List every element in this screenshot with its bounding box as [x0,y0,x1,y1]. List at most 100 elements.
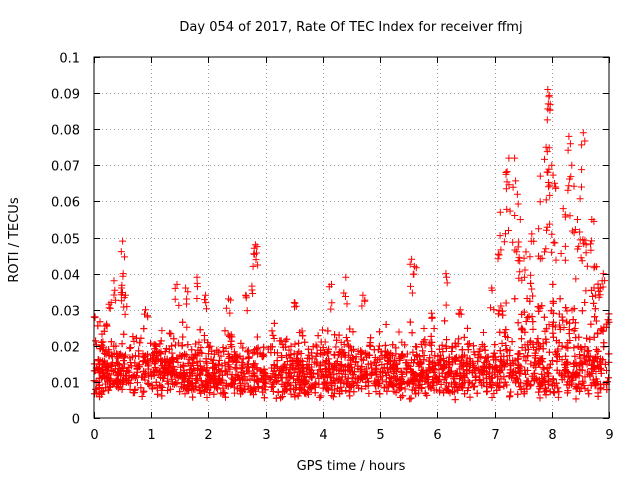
data-point [391,374,399,382]
data-point [543,116,551,124]
data-point [600,339,608,347]
data-point [553,357,561,365]
data-point [546,191,554,199]
data-point [520,273,528,281]
data-point [217,352,225,360]
data-point [556,353,563,361]
data-point [141,369,149,377]
y-tick-label: 0.06 [51,196,80,211]
data-point [108,353,116,361]
data-point [210,363,218,371]
data-point [359,291,367,299]
data-point [128,353,136,361]
data-point [543,226,550,234]
x-axis-label: GPS time / hours [297,459,406,474]
data-point [335,331,343,339]
data-point [182,351,190,359]
data-point [556,325,564,333]
data-point [566,212,574,220]
data-point [363,350,371,358]
data-point [249,290,257,297]
data-point [527,381,535,389]
data-point [464,324,471,332]
data-point [185,355,193,363]
data-point [604,378,611,386]
x-tick-label: 1 [147,428,155,443]
data-point [96,357,104,364]
grid [94,57,609,418]
data-point [343,378,351,386]
data-point [529,318,537,326]
data-point [370,346,378,354]
data-point [214,360,222,368]
data-point [123,303,131,311]
data-point [295,339,303,347]
data-point [260,394,268,402]
data-point [578,345,586,353]
data-point [281,361,289,369]
data-point [159,374,167,382]
data-point [418,384,426,392]
data-point [311,358,319,366]
data-point [447,367,455,375]
data-point [228,333,236,341]
data-point [106,304,114,312]
data-point [333,358,341,365]
data-point [539,375,547,382]
data-point [150,341,158,349]
data-point [406,260,414,268]
data-point [464,346,472,354]
data-point [530,370,538,378]
data-point [491,364,499,372]
data-point [185,375,193,383]
data-point [221,327,229,335]
data-point [530,362,538,369]
x-tick-label: 0 [90,428,98,443]
data-point [440,389,448,397]
data-point [381,341,389,349]
data-point [371,354,379,361]
data-point [152,378,160,386]
data-point [365,377,373,385]
data-point [441,317,449,325]
data-point [313,343,321,351]
data-point [205,343,213,351]
data-point [408,289,416,297]
data-point [349,380,357,388]
data-point [338,387,346,395]
data-point [509,238,517,246]
data-point [425,357,433,365]
data-point [233,357,241,365]
data-point [544,86,552,93]
data-point [158,392,166,400]
data-point [317,338,325,346]
data-point [542,196,550,204]
data-point [452,342,460,350]
data-point [372,364,380,372]
data-point [282,386,290,394]
data-point [594,347,602,355]
data-point [311,389,319,397]
data-point [134,379,141,387]
data-point [135,352,143,360]
data-point [542,245,550,253]
data-point [541,155,548,163]
data-point [272,371,280,378]
data-point [426,354,434,362]
data-point [137,384,145,392]
data-point [182,373,189,380]
data-point [300,387,308,395]
data-point [480,329,487,336]
data-point [260,366,268,374]
data-point [587,381,595,389]
data-point [435,361,443,369]
data-point [582,287,590,295]
data-point [527,360,535,368]
data-point [206,342,214,350]
data-point [522,357,530,365]
data-point [120,360,128,368]
data-point [512,374,520,382]
data-point [509,183,517,191]
data-point [500,238,508,246]
data-point [545,165,553,173]
